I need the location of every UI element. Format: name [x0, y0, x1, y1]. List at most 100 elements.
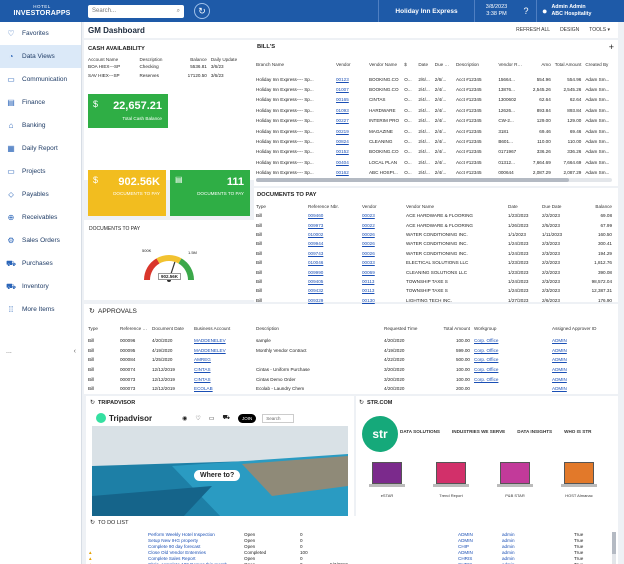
column-header[interactable]: Date	[508, 204, 518, 209]
row-link[interactable]: 00123	[336, 76, 349, 82]
table-row[interactable]: Holiday Inn Express---- Sp... 00824 CLEANI…	[254, 136, 614, 146]
table-row[interactable]: Bill 010002 00026 WATER CONDITIONING INC. 1/…	[254, 230, 614, 239]
str-nav-item[interactable]: INDUSTRIES WE SERVE	[451, 429, 506, 434]
column-header[interactable]: Requested Time	[384, 325, 418, 331]
row-link[interactable]: ADMIN	[552, 386, 567, 392]
design-button[interactable]: DESIGN	[560, 27, 580, 33]
table-row[interactable]: Holiday Inn Express---- Sp... 00123 BOOKIN…	[254, 74, 614, 84]
hotel-selector[interactable]: Holiday Inn Express	[378, 0, 474, 22]
row-link[interactable]: 00033	[362, 260, 375, 266]
sidebar-item-more-items[interactable]: ⁞⁞ More Items	[0, 298, 81, 321]
str-product-image[interactable]	[369, 462, 405, 488]
column-header[interactable]: Business Account	[194, 325, 231, 331]
user-menu[interactable]: ● Admin Admin ABC Hospitality	[536, 0, 624, 22]
row-link[interactable]: 009405	[308, 278, 324, 284]
row-link[interactable]: ADMIN	[552, 338, 567, 344]
column-header[interactable]: Amo	[541, 61, 551, 67]
str-nav-item[interactable]: DATA SOLUTIONS	[400, 429, 440, 434]
column-header[interactable]: Due Date	[434, 61, 454, 67]
row-link[interactable]: 00152	[336, 149, 349, 155]
column-header[interactable]: Branch Name	[256, 61, 285, 67]
chat-icon[interactable]: ▭	[208, 415, 215, 422]
row-link[interactable]: 009973	[308, 222, 324, 228]
row-link[interactable]: Corp. Office	[474, 338, 499, 344]
table-row[interactable]: Bill 009973 00022 ACE HARDWARE & FLOORING 1/…	[254, 220, 614, 229]
row-link[interactable]: ADMIN	[552, 376, 567, 382]
add-bill-button[interactable]: +	[608, 42, 614, 52]
row-link[interactable]: 00026	[362, 241, 375, 247]
row-link[interactable]: CHRIS	[458, 555, 473, 561]
search-icon[interactable]: ⌕	[176, 7, 180, 14]
sidebar-item-finance[interactable]: ▤ Finance	[0, 91, 81, 114]
column-header[interactable]: Due Date	[542, 204, 562, 209]
str-nav-item[interactable]: WHO IS STR	[564, 429, 592, 434]
bills-scrollbar[interactable]	[256, 178, 612, 182]
row-link[interactable]: 010046	[308, 260, 324, 266]
table-row[interactable]: Bill 000073 12/12/2019 CINTAS Cintas Demo Or…	[86, 374, 616, 384]
row-link[interactable]: 01007	[336, 87, 349, 93]
row-link[interactable]: 009990	[308, 269, 324, 275]
cart-icon[interactable]: ⛟	[222, 415, 230, 421]
row-link[interactable]: 010002	[308, 231, 324, 237]
table-row[interactable]: Holiday Inn Express---- Sp... 00152 BOOKIN…	[254, 147, 614, 157]
column-header[interactable]: Document Date	[152, 325, 184, 331]
column-header[interactable]: Type	[256, 204, 266, 209]
row-link[interactable]: Perform Weekly Hotel Inspection	[148, 531, 215, 537]
column-header[interactable]: Reference Nbr.	[308, 204, 339, 209]
column-header[interactable]: Vendor Name	[368, 61, 398, 67]
heart-icon[interactable]: ♡	[195, 415, 201, 422]
row-link[interactable]: 009329	[308, 297, 324, 303]
tripadvisor-search[interactable]: Search	[262, 413, 294, 423]
row-link[interactable]: admin	[502, 537, 515, 543]
table-row[interactable]: Bill 009405 00113 TOWNSHIP TAXE S 1/24/2023 2…	[254, 277, 614, 286]
str-logo[interactable]: str	[362, 416, 398, 452]
table-row[interactable]: Bill 000073 12/12/2019 ECOLAB Ecolab - Laund…	[86, 384, 616, 394]
docs-count-tile[interactable]: ▤ 111 DOCUMENTS TO PAY	[170, 170, 250, 216]
row-link[interactable]: 00219	[336, 128, 349, 134]
search-input[interactable]: Search... ⌕	[88, 4, 184, 18]
join-button[interactable]: JOIN	[238, 413, 257, 423]
table-row[interactable]: Bill 009460 00023 ACE HARDWARE & FLOORING 1/…	[254, 211, 614, 220]
row-link[interactable]: CINTAS	[194, 367, 211, 373]
table-row[interactable]: Bill 009743 00026 WATER CONDITIONING INC. 1/…	[254, 249, 614, 258]
refresh-all-button[interactable]: REFRESH ALL	[516, 27, 551, 33]
table-row[interactable]: Holiday Inn Express---- Sp... 00404 LOCAL …	[254, 157, 614, 167]
sidebar-item-sales-orders[interactable]: ⚙ Sales Orders	[0, 229, 81, 252]
str-product-label[interactable]: HOST Almanac	[565, 493, 593, 498]
row-link[interactable]: 00113	[362, 288, 375, 294]
row-link[interactable]: Close Old Vendor Entemries	[148, 549, 206, 555]
row-link[interactable]: 00824	[336, 139, 349, 145]
str-product-image[interactable]	[561, 462, 597, 488]
column-header[interactable]: Date	[418, 61, 429, 67]
tools-menu[interactable]: TOOLS ▾	[589, 27, 610, 33]
table-row[interactable]: Holiday Inn Express---- Sp... 00219 MAGAZI…	[254, 126, 614, 136]
str-product-label[interactable]: P&B STAR	[505, 493, 525, 498]
docs-amount-tile[interactable]: $ 902.56K DOCUMENTS TO PAY	[88, 170, 166, 216]
column-header[interactable]: Vendor Ref.	[498, 61, 523, 67]
row-link[interactable]: 00404	[336, 159, 349, 165]
row-link[interactable]: 009944	[308, 241, 324, 247]
column-header[interactable]: $	[404, 61, 407, 67]
row-link[interactable]: admin	[502, 531, 515, 537]
sidebar-item-projects[interactable]: ▭ Projects	[0, 160, 81, 183]
table-row[interactable]: Bill 010046 00033 ELECTICAL SOLUTIONS LLC 1/…	[254, 258, 614, 267]
refresh-todo-icon[interactable]: ↻	[90, 520, 96, 526]
row-link[interactable]: 00162	[336, 170, 349, 176]
row-link[interactable]: 00069	[362, 269, 375, 275]
row-link[interactable]: 00165	[336, 97, 349, 103]
sidebar-item-data-views[interactable]: ◔ Data Views	[0, 45, 81, 68]
row-link[interactable]: admin	[502, 555, 515, 561]
todo-scrollbar[interactable]	[612, 532, 616, 564]
row-link[interactable]: 00023	[362, 213, 375, 219]
row-link[interactable]: AMREG	[194, 357, 211, 363]
str-product-label[interactable]: eSTAR	[380, 493, 394, 498]
tripadvisor-embed[interactable]: Tripadvisor ◉ ♡ ▭ ⛟ JOIN Search Where to…	[92, 410, 348, 518]
table-row[interactable]: Holiday Inn Express---- Sp... 01093 HARDWA…	[254, 105, 614, 115]
table-row[interactable]: BOA HIEX---SP Checking 5536.81 3/6/23	[86, 62, 252, 71]
column-header[interactable]: Balance	[595, 204, 612, 209]
row-link[interactable]: Corp. Office	[474, 357, 499, 363]
table-row[interactable]: Bill 000095 4/19/2020 MADDENELEV Monthly Ven…	[86, 346, 616, 356]
column-header[interactable]: Assigned Approver ID	[552, 325, 597, 331]
table-row[interactable]: Bill 000074 12/12/2019 CINTAS Cintas - Unifo…	[86, 365, 616, 375]
row-link[interactable]: 00227	[336, 118, 349, 124]
